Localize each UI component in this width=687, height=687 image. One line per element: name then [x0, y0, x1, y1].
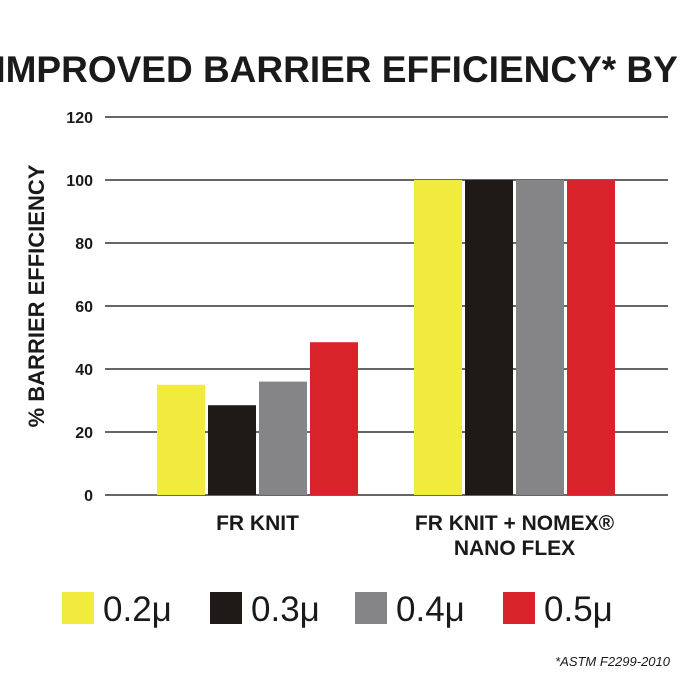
bar	[259, 381, 307, 495]
bars-layer	[157, 180, 615, 495]
legend-label: 0.4μ	[396, 590, 465, 629]
bar	[208, 405, 256, 495]
legend-label: 0.3μ	[251, 590, 320, 629]
bar	[414, 180, 462, 495]
y-tick-label: 80	[75, 236, 93, 253]
x-axis-categories: FR KNIT FR KNIT + NOMEX®NANO FLEX	[216, 512, 615, 560]
y-tick-label: 120	[66, 110, 93, 127]
chart-title: IMPROVED BARRIER EFFICIENCY* BY 4X	[0, 49, 687, 90]
bar	[310, 342, 358, 495]
legend-swatch	[355, 592, 387, 624]
legend: 0.2μ 0.3μ 0.4μ 0.5μ	[62, 590, 613, 629]
y-axis-ticks: 0 20 40 60 80 100 120	[66, 110, 93, 505]
legend-label: 0.2μ	[103, 590, 172, 629]
bar	[516, 180, 564, 495]
y-tick-label: 100	[66, 173, 93, 190]
legend-swatch	[503, 592, 535, 624]
bar	[567, 180, 615, 495]
y-tick-label: 20	[75, 425, 93, 442]
legend-swatch	[210, 592, 242, 624]
category-label: NANO FLEX	[454, 537, 575, 560]
legend-swatch	[62, 592, 94, 624]
y-tick-label: 60	[75, 299, 93, 316]
legend-label: 0.5μ	[544, 590, 613, 629]
bar	[465, 180, 513, 495]
y-tick-label: 0	[84, 488, 93, 505]
y-tick-label: 40	[75, 362, 93, 379]
category-label: FR KNIT + NOMEX®	[415, 512, 615, 535]
y-axis-label: % BARRIER EFFICIENCY	[24, 164, 49, 427]
bar	[157, 384, 205, 495]
category-label: FR KNIT	[216, 512, 299, 535]
footnote: *ASTM F2299-2010	[555, 654, 671, 669]
